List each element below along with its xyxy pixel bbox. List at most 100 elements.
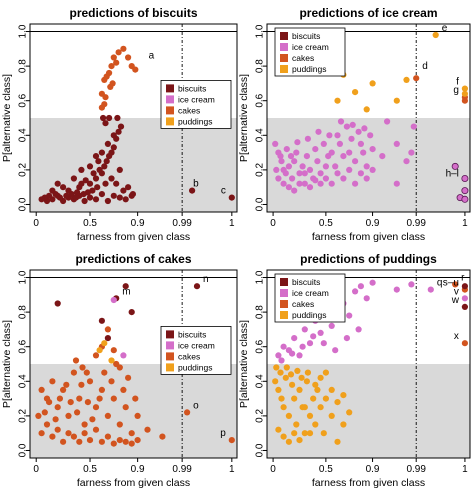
data-point-cakes-4 [60,386,67,393]
data-point-cakes-63 [79,364,86,371]
data-point-biscuits-9 [92,196,100,203]
data-point-ice_cream-64 [294,139,301,146]
data-point-ice_cream-10 [299,163,306,170]
data-point-cakes-36 [35,412,42,419]
legend-swatch-puddings [166,117,174,126]
data-point-puddings-5 [285,412,292,419]
data-point-cakes-19 [43,421,51,428]
data-point-biscuits-4 [193,283,201,290]
data-point-biscuits-67 [106,114,113,122]
legend-entry: cakes [292,299,314,309]
data-point-biscuits-2 [122,283,129,290]
data-point-puddings-17 [317,404,324,411]
x-tick-label: 0.9 [366,464,380,475]
data-point-biscuits-65 [92,153,100,160]
legend-swatch-ice_cream [280,43,288,51]
y-tick-label: 0.2 [255,163,266,177]
data-point-puddings-15 [312,421,319,428]
data-point-puddings-20 [328,412,335,419]
y-tick-label: 0.4 [255,374,266,388]
data-point-cakes-15 [101,101,108,108]
data-point-biscuits-69 [72,194,80,201]
data-point-cakes-16 [128,430,135,437]
data-point-cakes-53 [132,395,139,402]
legend-swatch-puddings [166,363,174,372]
data-point-cakes-7 [115,49,122,56]
data-point-puddings-42 [298,374,305,381]
data-point-ice_cream-15 [357,283,364,290]
data-point-ice_cream-2 [278,158,285,165]
data-point-ice_cream-43 [291,187,298,194]
data-point-puddings-35 [340,392,347,399]
data-point-biscuits-28 [117,123,125,130]
data-point-ice_cream-16 [314,158,321,165]
data-point-cakes-6 [113,59,120,66]
annotation-label: e [442,23,448,34]
data-point-ice_cream-23 [289,350,296,357]
annotation-label: f [456,77,459,88]
legend-entry: puddings [178,362,213,372]
data-point-ice_cream-42 [285,184,292,191]
data-point-ice_cream-23 [334,132,341,139]
data-point-ice_cream-16 [363,295,370,302]
data-point-biscuits-7 [81,197,88,205]
data-point-puddings-7 [291,395,298,402]
data-point-biscuits-8 [86,194,94,201]
data-point-ice_cream-15 [312,146,319,153]
data-point-cakes-33 [122,438,129,445]
data-point-puddings-26 [291,430,298,437]
data-point-cakes-9 [125,54,132,61]
data-point-biscuits-56 [54,180,61,187]
data-point-biscuits-36 [63,192,70,199]
x-tick-label: 0.9 [366,218,380,229]
data-point-cakes-39 [52,416,59,423]
y-tick-label: 0.4 [18,128,29,142]
data-point-biscuits-45 [113,180,120,187]
y-axis-label: P[alternative class] [238,320,250,408]
data-point-cakes-2 [461,97,468,104]
panel-2: predictions of cakes 0 0.5 0.9 0.99 1 farness … [1,252,238,489]
data-point-cakes-14 [116,421,123,428]
data-point-cakes-11 [132,66,139,73]
data-point-ice_cream-3 [291,335,298,342]
data-point-biscuits-0 [54,300,61,307]
data-point-puddings-27 [296,437,303,444]
panel-title: predictions of biscuits [69,6,197,20]
legend-entry: biscuits [292,277,320,287]
data-point-cakes-8 [120,45,127,52]
data-point-ice_cream-62 [283,146,290,153]
data-point-biscuits-43 [95,158,102,165]
data-point-ice_cream-67 [326,132,333,139]
data-point-puddings-9 [296,386,303,393]
data-point-cakes-45 [84,399,91,406]
legend-swatch-biscuits [280,32,288,40]
data-point-biscuits-55 [60,184,67,191]
data-point-ice_cream-26 [343,123,350,130]
data-point-puddings-31 [317,374,324,381]
data-point-cakes-15 [122,404,129,411]
data-point-cakes-10 [92,404,100,411]
data-point-ice_cream-68 [337,118,345,125]
data-point-cakes-12 [104,412,111,419]
data-point-puddings-0 [272,378,279,385]
data-point-puddings-1 [461,85,468,92]
x-tick-label: 0 [270,218,276,229]
data-point-puddings-38 [277,369,284,376]
data-point-biscuits-22 [103,158,110,165]
data-point-ice_cream-4 [296,352,303,359]
data-point-biscuits-68 [78,180,85,187]
data-point-cakes-22 [60,438,67,445]
data-point-cakes-11 [98,386,105,393]
annotation-label: h–l [446,168,459,179]
y-tick-label: 0.4 [255,128,266,142]
data-point-cakes-0 [38,386,45,393]
x-tick-label: 1 [462,218,468,229]
data-point-ice_cream-25 [340,153,347,160]
data-point-puddings-39 [283,364,290,371]
data-point-biscuits-18 [86,180,94,187]
data-point-ice_cream-50 [328,180,335,187]
data-point-puddings-2 [461,90,468,97]
legend-entry: puddings [292,64,327,74]
x-tick-label: 0.99 [406,218,426,229]
